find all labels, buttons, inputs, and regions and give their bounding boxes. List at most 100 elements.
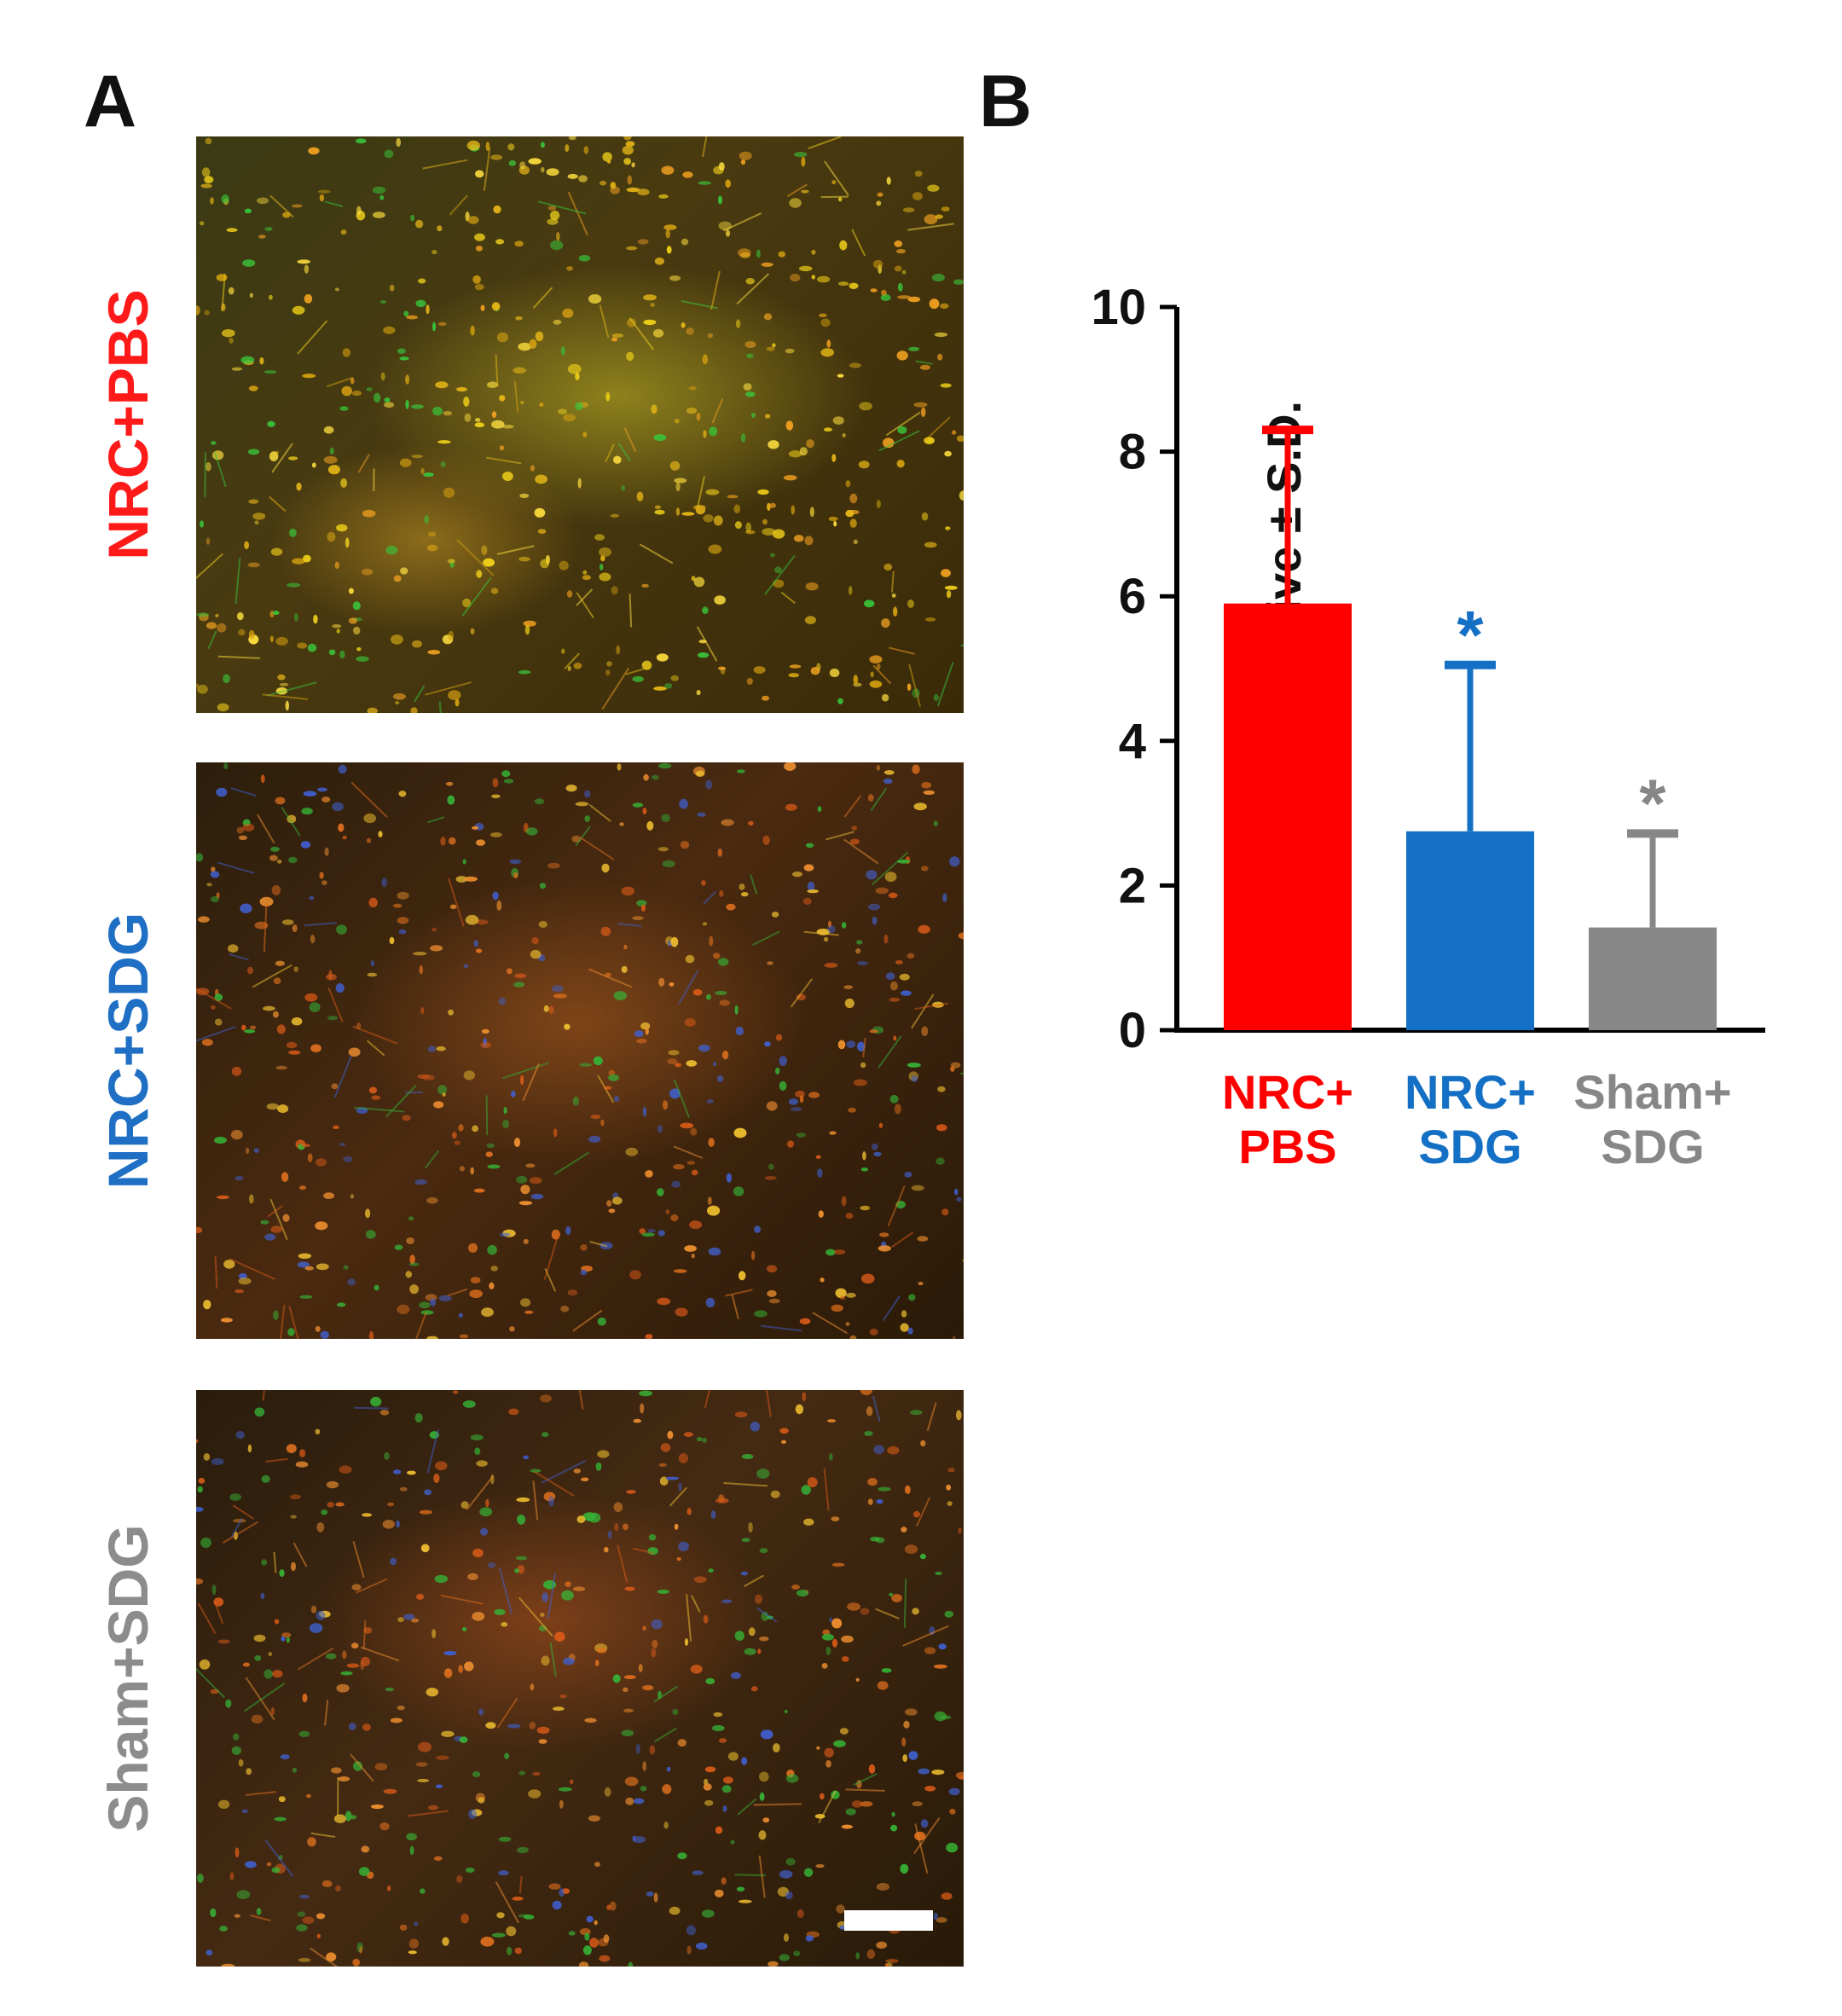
cell-body xyxy=(523,1455,530,1460)
cell-body xyxy=(836,1904,845,1914)
cell-body xyxy=(203,1453,211,1461)
bar xyxy=(1589,927,1717,1030)
cell-body xyxy=(779,1056,787,1066)
cell-body xyxy=(802,1392,807,1402)
cell-body xyxy=(841,922,847,929)
cell-body xyxy=(807,881,815,891)
cell-body xyxy=(758,1830,767,1840)
cell-body xyxy=(550,240,564,251)
cell-body xyxy=(553,1706,565,1712)
cell-body xyxy=(855,1677,860,1682)
cell-process xyxy=(245,1791,277,1796)
cell-body xyxy=(643,773,649,781)
cell-body xyxy=(613,455,622,464)
cell-body xyxy=(480,1937,495,1947)
cell-body xyxy=(476,570,483,578)
cell-body xyxy=(594,534,605,541)
cell-body xyxy=(824,962,838,968)
cell-body xyxy=(815,1155,821,1159)
cell-body xyxy=(406,1237,414,1244)
cell-body xyxy=(697,812,706,817)
cell-body xyxy=(690,1665,703,1674)
cell-body xyxy=(352,601,361,611)
cell-body xyxy=(665,1209,670,1214)
cell-body xyxy=(580,1244,588,1251)
cell-body xyxy=(944,585,958,590)
cell-body xyxy=(244,208,252,214)
cell-body xyxy=(889,981,898,991)
cell-process xyxy=(427,816,445,824)
cell-body xyxy=(799,1095,804,1104)
cell-body xyxy=(669,461,681,471)
cell-body xyxy=(348,588,354,594)
cell-body xyxy=(651,1619,663,1630)
cell-body xyxy=(868,903,881,911)
cell-body xyxy=(711,1724,725,1732)
cell-body xyxy=(701,880,706,886)
cell-body xyxy=(508,159,517,166)
cell-body xyxy=(196,1507,204,1512)
cell-body xyxy=(654,258,665,265)
cell-process xyxy=(736,273,770,305)
cell-process xyxy=(820,195,849,199)
cell-body xyxy=(277,674,286,681)
cell-body xyxy=(844,998,854,1009)
cell-body xyxy=(541,1655,550,1666)
cell-body xyxy=(399,1924,408,1931)
cell-body xyxy=(606,1200,612,1207)
cell-body xyxy=(519,493,530,498)
cell-body xyxy=(860,1205,871,1211)
cell-body xyxy=(849,493,858,504)
cell-process xyxy=(882,1295,901,1322)
cell-body xyxy=(920,1440,926,1447)
cell-body xyxy=(321,1880,333,1887)
cell-body xyxy=(211,450,224,461)
cell-body xyxy=(200,221,205,226)
cell-body xyxy=(244,541,249,549)
cell-process xyxy=(907,223,954,231)
cell-body xyxy=(958,1776,964,1780)
cell-body xyxy=(579,1961,589,1967)
cell-body xyxy=(446,781,454,786)
cell-body xyxy=(420,1888,426,1894)
cell-body xyxy=(249,293,253,298)
cell-body xyxy=(448,690,461,700)
cell-process xyxy=(753,1803,802,1806)
cell-body xyxy=(652,1639,658,1648)
cell-body xyxy=(841,1824,853,1829)
cell-body xyxy=(415,1762,428,1767)
cell-body xyxy=(652,328,664,338)
cell-body xyxy=(738,248,751,258)
significance-marker: * xyxy=(1639,765,1666,841)
cell-body xyxy=(367,972,378,977)
cell-body xyxy=(413,952,427,956)
cell-process xyxy=(862,1037,866,1057)
cell-body xyxy=(792,871,802,878)
cell-body xyxy=(708,1568,714,1573)
cell-body xyxy=(839,1925,846,1930)
cell-body xyxy=(210,1908,217,1918)
cell-body xyxy=(757,1648,762,1654)
cell-body xyxy=(638,1664,643,1672)
cell-body xyxy=(350,1815,356,1820)
cell-body xyxy=(395,701,400,705)
y-tick-label: 8 xyxy=(1119,425,1146,480)
category-label: SDG xyxy=(1418,1120,1521,1173)
cell-body xyxy=(291,1017,303,1026)
cell-body xyxy=(669,1088,681,1099)
cell-process xyxy=(547,1573,556,1619)
cell-process xyxy=(352,1541,365,1579)
cell-body xyxy=(515,316,523,321)
cell-body xyxy=(940,383,952,388)
cell-body xyxy=(692,1870,704,1875)
cell-body xyxy=(593,1056,603,1066)
cell-body xyxy=(741,1757,748,1765)
cell-body xyxy=(657,1188,664,1196)
cell-body xyxy=(490,588,499,594)
cell-body xyxy=(707,1196,712,1205)
cell-body xyxy=(397,1304,410,1315)
cell-body xyxy=(784,1933,789,1943)
cell-body xyxy=(472,1125,478,1133)
cell-body xyxy=(867,1498,873,1505)
cell-body xyxy=(374,1763,388,1771)
